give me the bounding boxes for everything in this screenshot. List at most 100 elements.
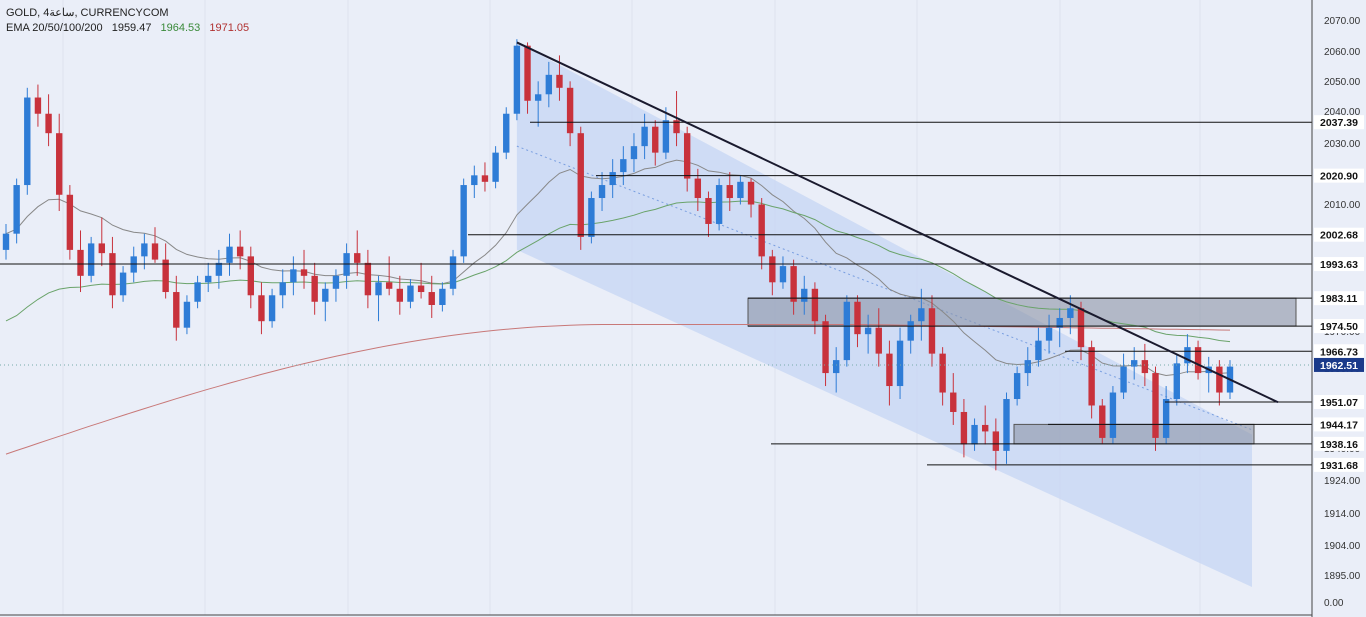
candle [875,327,882,354]
candle [1173,363,1180,400]
candle [109,253,116,296]
candle [417,285,425,293]
candle [471,175,478,186]
candle [1141,360,1149,374]
candle [896,340,904,387]
candle [364,262,372,296]
candle [705,198,712,224]
level-price-tag: 1951.07 [1320,397,1358,409]
candle [98,243,105,254]
candle [598,185,606,199]
candle [226,246,233,263]
candle [758,204,765,257]
candle [407,285,414,302]
level-price-tag: 1931.68 [1320,460,1358,472]
candle [769,256,776,283]
candle [864,327,872,335]
candle [183,301,191,328]
candle [1152,373,1159,438]
candle [1184,347,1191,364]
chart-legend: GOLD, 4ساعة, CURRENCYCOM EMA 20/50/100/2… [6,6,249,36]
candle [630,146,638,160]
candle [1099,405,1106,438]
candle [747,181,755,205]
candle [918,308,925,322]
axis-tick-label: 2050.00 [1324,77,1361,88]
candle [428,292,435,305]
candle [2,233,10,250]
level-price-tag-bg [1314,436,1364,451]
candle [545,74,553,95]
candle [119,272,127,296]
axis-tick-label: 0.00 [1324,598,1344,609]
candle [45,113,52,134]
level-price-tag-bg [1314,168,1364,183]
axis-tick-label: 1904.00 [1324,541,1361,552]
candle [13,185,20,234]
candles [2,39,1234,471]
current-price-tag-bg [1314,357,1364,372]
ema-value-2: 1964.53 [160,22,201,34]
candle [162,259,169,293]
trendline[interactable] [516,41,1279,404]
axis-tick-label: 2010.00 [1324,200,1361,211]
candle [566,87,574,134]
candle [737,181,744,199]
candle [726,185,733,199]
candle [1194,347,1202,374]
candle [939,353,946,393]
candle [34,97,42,114]
candle [982,424,989,432]
level-price-tag-bg [1314,457,1364,472]
candle [832,360,840,374]
candle [492,152,499,182]
level-price-tag: 2002.68 [1320,230,1358,242]
level-price-tag-bg [1314,115,1364,130]
candle [907,321,914,341]
ema50-line [5,200,1231,343]
candle [822,321,829,374]
candle [247,256,254,296]
candle [790,266,797,302]
ema-value-1: 1959.47 [111,22,152,34]
price-zone [747,297,1297,327]
level-price-tag-bg [1314,319,1364,334]
horizontal-levels [0,121,1312,466]
candle [1024,360,1031,374]
candle [1003,399,1010,451]
candle [928,308,936,354]
candle [1162,399,1170,438]
candle [524,45,531,101]
candle [683,133,691,179]
candle [205,275,212,283]
candle [1109,392,1117,438]
level-price-tag-bg [1314,291,1364,306]
candle [1067,308,1074,318]
candle [268,295,276,322]
candle [375,282,382,296]
candle [503,113,510,153]
level-price-tag-bg [1314,417,1364,432]
candle [460,185,467,257]
axis-bg [1312,0,1366,617]
candle [1131,360,1138,367]
candle [322,288,329,302]
candle [1013,373,1021,400]
candle [449,256,457,289]
candle [620,159,627,173]
axis-tick-label: 1895.00 [1324,571,1361,582]
candle [609,172,616,186]
price-zone [1013,423,1255,445]
axis-tick-label: 1914.00 [1324,509,1361,520]
candle [141,243,148,257]
candle [1056,317,1063,328]
candle [1045,327,1053,341]
level-price-tag-bg [1314,344,1364,359]
candle [279,282,286,296]
level-price-tag: 1944.17 [1320,419,1358,431]
candle [971,424,978,445]
candle [385,282,393,289]
level-price-tag: 1993.63 [1320,259,1358,271]
